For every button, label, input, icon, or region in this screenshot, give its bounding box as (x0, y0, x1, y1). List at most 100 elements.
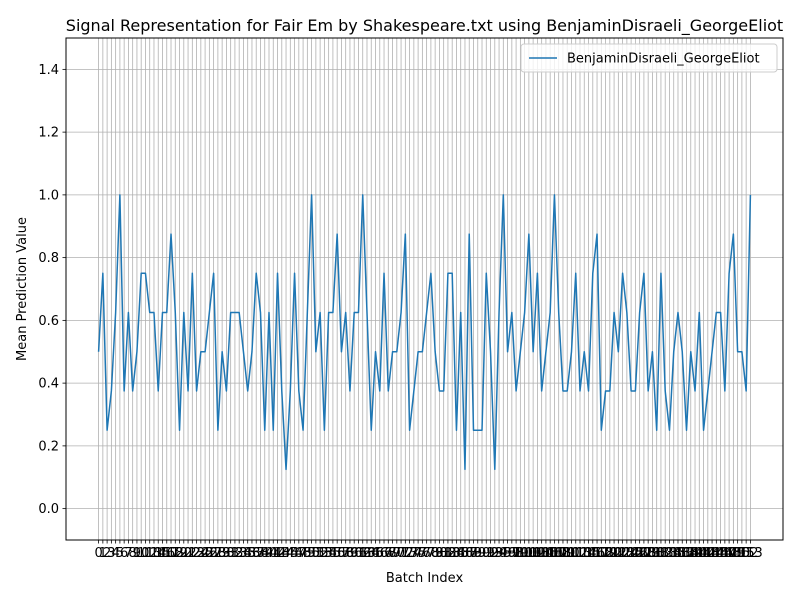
x-tick-label: 73 (401, 546, 418, 561)
x-tick-label: 143 (695, 546, 720, 561)
x-tick-label: 3 (107, 546, 115, 561)
x-tick-label: 106 (538, 546, 563, 561)
x-tick-label: 25 (197, 546, 214, 561)
x-tick-label: 62 (354, 546, 371, 561)
x-tick-label: 118 (589, 546, 614, 561)
x-tick-label: 92 (482, 546, 499, 561)
x-tick-label: 50 (303, 546, 320, 561)
x-tick-label: 77 (418, 546, 435, 561)
y-tick-label: 1.0 (38, 188, 59, 203)
x-tick-label: 140 (683, 546, 708, 561)
x-tick-label: 100 (512, 546, 537, 561)
x-tick-label: 42 (269, 546, 286, 561)
x-tick-label: 48 (295, 546, 312, 561)
x-tick-label: 68 (380, 546, 397, 561)
x-tick-label: 6 (120, 546, 128, 561)
x-tick-label: 60 (346, 546, 363, 561)
x-tick-label: 141 (687, 546, 712, 561)
x-tick-label: 35 (239, 546, 256, 561)
x-tick-label: 96 (499, 546, 516, 561)
ticks: 0.00.20.40.60.81.01.21.40123456789101112… (38, 63, 763, 561)
x-tick-label: 139 (678, 546, 703, 561)
x-tick-label: 38 (252, 546, 269, 561)
x-tick-label: 82 (440, 546, 457, 561)
x-tick-label: 26 (201, 546, 218, 561)
x-tick-label: 126 (623, 546, 648, 561)
x-tick-label: 138 (674, 546, 699, 561)
x-tick-label: 74 (406, 546, 423, 561)
y-tick-label: 0.6 (38, 314, 59, 329)
x-tick-label: 113 (568, 546, 593, 561)
x-tick-label: 10 (133, 546, 150, 561)
x-tick-label: 128 (631, 546, 656, 561)
x-tick-label: 72 (397, 546, 414, 561)
x-tick-label: 69 (384, 546, 401, 561)
data-line (97, 194, 752, 471)
y-tick-label: 0.8 (38, 251, 59, 266)
x-tick-label: 18 (167, 546, 184, 561)
x-tick-label: 36 (244, 546, 261, 561)
x-tick-label: 4 (111, 546, 119, 561)
x-tick-label: 34 (235, 546, 252, 561)
x-tick-label: 44 (278, 546, 295, 561)
x-tick-label: 29 (214, 546, 231, 561)
x-tick-label: 90 (474, 546, 491, 561)
x-tick-label: 61 (350, 546, 367, 561)
x-tick-label: 132 (649, 546, 674, 561)
x-tick-label: 40 (261, 546, 278, 561)
x-tick-label: 76 (414, 546, 431, 561)
x-tick-label: 28 (210, 546, 227, 561)
x-tick-label: 47 (291, 546, 308, 561)
x-tick-label: 46 (286, 546, 303, 561)
y-tick-label: 0.0 (38, 502, 59, 517)
y-tick-label: 0.2 (38, 439, 59, 454)
x-tick-label: 89 (469, 546, 486, 561)
x-tick-label: 123 (610, 546, 635, 561)
x-tick-label: 84 (448, 546, 465, 561)
legend-label: BenjaminDisraeli_GeorgeEliot (567, 52, 760, 67)
x-tick-label: 87 (461, 546, 478, 561)
x-tick-label: 151 (729, 546, 754, 561)
x-tick-label: 115 (576, 546, 601, 561)
x-tick-label: 59 (342, 546, 359, 561)
x-tick-label: 136 (666, 546, 691, 561)
x-tick-label: 109 (551, 546, 576, 561)
x-tick-label: 142 (691, 546, 716, 561)
x-tick-label: 45 (282, 546, 299, 561)
x-tick-label: 152 (734, 546, 759, 561)
x-tick-label: 58 (337, 546, 354, 561)
x-tick-label: 150 (725, 546, 750, 561)
x-tick-label: 129 (636, 546, 661, 561)
x-tick-label: 7 (124, 546, 132, 561)
x-tick-label: 12 (141, 546, 158, 561)
x-tick-label: 43 (274, 546, 291, 561)
x-tick-label: 148 (717, 546, 742, 561)
x-tick-label: 23 (188, 546, 205, 561)
x-tick-label: 15 (154, 546, 171, 561)
x-tick-label: 30 (218, 546, 235, 561)
x-tick-label: 32 (227, 546, 244, 561)
legend: BenjaminDisraeli_GeorgeEliot (520, 43, 778, 73)
x-tick-label: 119 (593, 546, 618, 561)
x-tick-label: 120 (597, 546, 622, 561)
x-tick-label: 65 (367, 546, 384, 561)
x-tick-label: 91 (478, 546, 495, 561)
x-tick-label: 147 (712, 546, 737, 561)
x-tick-label: 88 (465, 546, 482, 561)
y-axis-label: Mean Prediction Value (15, 217, 30, 361)
x-tick-label: 66 (371, 546, 388, 561)
x-tick-label: 54 (320, 546, 337, 561)
x-tick-label: 55 (325, 546, 342, 561)
x-axis-label: Batch Index (386, 571, 464, 586)
x-tick-label: 135 (661, 546, 686, 561)
x-tick-label: 111 (559, 546, 584, 561)
x-tick-label: 8 (129, 546, 137, 561)
x-tick-label: 79 (427, 546, 444, 561)
x-tick-label: 95 (495, 546, 512, 561)
x-tick-label: 153 (738, 546, 763, 561)
x-tick-label: 114 (572, 546, 597, 561)
x-tick-label: 20 (176, 546, 193, 561)
x-tick-label: 37 (248, 546, 265, 561)
